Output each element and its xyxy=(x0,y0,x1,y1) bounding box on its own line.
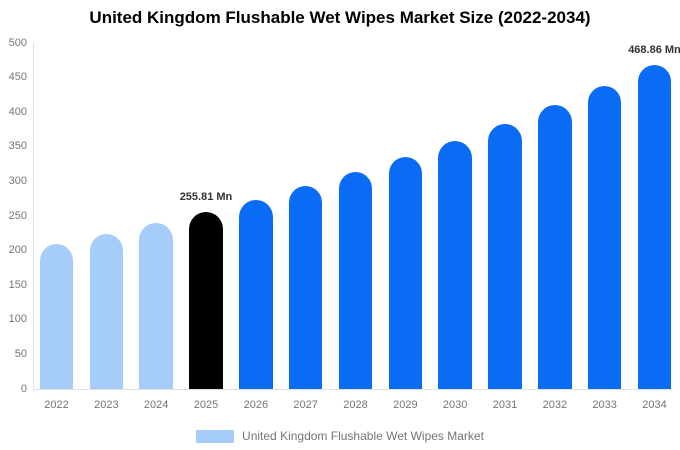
y-tick-100: 100 xyxy=(8,313,27,326)
bar-2033 xyxy=(587,85,622,389)
x-tick-2022: 2022 xyxy=(44,399,69,411)
bar-2030 xyxy=(438,141,472,389)
x-tick-2027: 2027 xyxy=(293,399,318,411)
bar-2032 xyxy=(538,105,572,389)
y-tick-150: 150 xyxy=(8,278,27,291)
x-tick-2031: 2031 xyxy=(492,399,518,411)
y-tick-50: 50 xyxy=(14,347,27,360)
x-tick-2024: 2024 xyxy=(143,399,169,411)
y-tick-0: 0 xyxy=(20,382,27,395)
x-tick-2026: 2026 xyxy=(243,399,269,411)
bar-2024 xyxy=(139,223,173,389)
chart-title: United Kingdom Flushable Wet Wipes Marke… xyxy=(89,8,591,27)
legend-swatch xyxy=(196,429,235,443)
legend-item[interactable]: United Kingdom Flushable Wet Wipes Marke… xyxy=(0,429,680,443)
bar-2034 xyxy=(637,64,672,389)
x-tick-2030: 2030 xyxy=(442,399,468,411)
x-tick-2034: 2034 xyxy=(642,399,667,411)
y-tick-300: 300 xyxy=(8,174,27,187)
value-label-2025: 255.81 Mn xyxy=(179,190,233,203)
x-tick-2032: 2032 xyxy=(542,399,568,411)
y-tick-400: 400 xyxy=(8,105,27,118)
bar-2029 xyxy=(388,157,423,389)
bar-2028 xyxy=(338,172,373,389)
x-tick-2033: 2033 xyxy=(592,399,617,411)
y-tick-250: 250 xyxy=(8,209,27,222)
y-tick-200: 200 xyxy=(8,244,27,257)
y-tick-350: 350 xyxy=(8,140,27,153)
y-tick-500: 500 xyxy=(8,36,27,49)
value-label-2034: 468.86 Mn xyxy=(628,43,680,56)
bar-2031 xyxy=(488,123,522,389)
x-tick-2029: 2029 xyxy=(393,399,418,411)
bar-2026 xyxy=(239,199,273,389)
x-tick-2028: 2028 xyxy=(343,399,368,411)
legend-label: United Kingdom Flushable Wet Wipes Marke… xyxy=(242,429,484,443)
plot-area xyxy=(33,43,673,390)
bar-2025 xyxy=(189,211,223,389)
y-tick-450: 450 xyxy=(8,71,27,84)
x-tick-2025: 2025 xyxy=(193,399,219,411)
x-tick-2023: 2023 xyxy=(94,399,119,411)
bar-2027 xyxy=(288,186,323,389)
bar-2023 xyxy=(89,234,124,389)
bar-2022 xyxy=(39,244,74,389)
